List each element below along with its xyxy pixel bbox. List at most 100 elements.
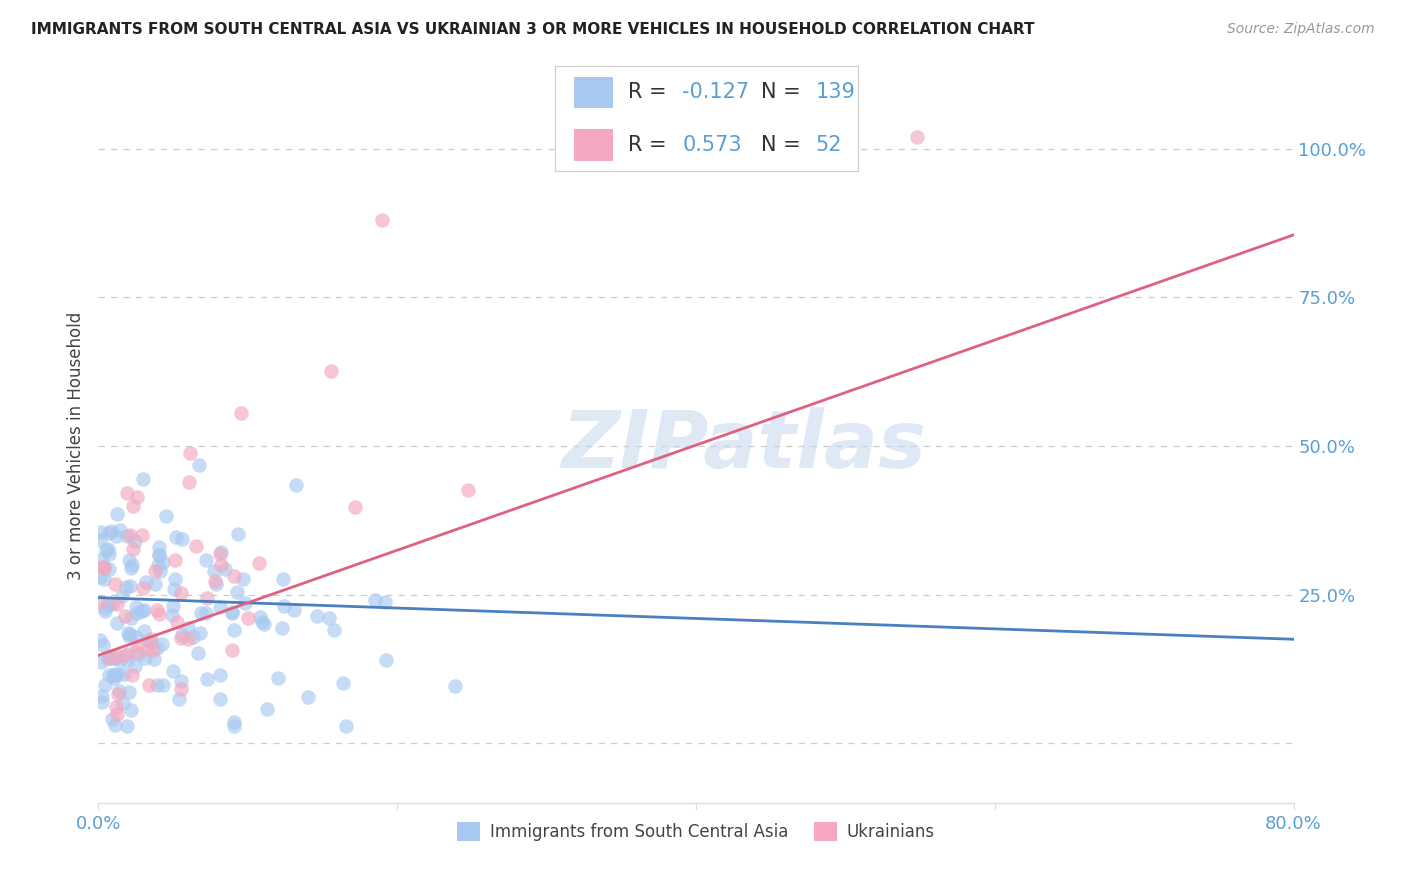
Point: [124, 533, 146, 548]
Point: [335, 719, 357, 733]
Point: [93, 561, 115, 575]
Point: [222, 569, 245, 583]
Point: [905, 129, 928, 144]
Point: [190, 606, 212, 620]
Point: [114, 580, 136, 594]
Point: [179, 475, 201, 489]
Point: [93, 604, 115, 618]
Point: [117, 485, 139, 500]
Point: [250, 615, 273, 629]
Point: [108, 653, 131, 667]
Point: [111, 589, 134, 603]
Point: [364, 593, 387, 607]
Point: [188, 625, 211, 640]
Point: [170, 682, 193, 697]
Point: [104, 651, 127, 665]
Point: [181, 631, 204, 645]
Point: [125, 638, 148, 652]
Point: [90, 655, 112, 669]
Point: [146, 640, 169, 655]
Point: [297, 690, 319, 704]
Legend: Immigrants from South Central Asia, Ukrainians: Immigrants from South Central Asia, Ukra…: [450, 815, 942, 848]
Point: [148, 548, 170, 562]
Point: [117, 648, 139, 662]
Point: [167, 691, 190, 706]
Point: [247, 556, 270, 570]
Point: [139, 635, 162, 649]
Point: [194, 607, 217, 621]
Point: [138, 633, 160, 648]
Point: [125, 600, 148, 615]
Point: [104, 667, 127, 681]
Point: [226, 584, 249, 599]
Point: [165, 553, 187, 567]
Point: [232, 572, 254, 586]
Point: [90, 552, 112, 566]
Point: [146, 678, 169, 692]
Point: [224, 624, 246, 638]
Point: [105, 699, 128, 714]
Point: [118, 629, 141, 643]
Point: [186, 539, 208, 553]
Point: [128, 647, 150, 661]
Text: 52: 52: [815, 135, 842, 155]
Point: [273, 572, 295, 586]
Point: [91, 689, 114, 703]
Point: [134, 650, 156, 665]
Point: [131, 604, 153, 618]
Point: [443, 679, 465, 693]
Point: [152, 678, 174, 692]
Point: [209, 558, 232, 573]
Point: [117, 625, 139, 640]
Point: [94, 543, 117, 558]
Point: [135, 642, 157, 657]
Point: [120, 611, 142, 625]
Point: [97, 525, 120, 540]
Point: [120, 560, 142, 574]
Point: [221, 605, 243, 619]
Point: [162, 664, 184, 678]
FancyBboxPatch shape: [574, 129, 613, 161]
Point: [195, 672, 218, 686]
Point: [249, 609, 271, 624]
Point: [143, 577, 166, 591]
Point: [155, 508, 177, 523]
Point: [170, 673, 193, 688]
Point: [90, 524, 112, 539]
Point: [141, 632, 163, 647]
Point: [283, 603, 305, 617]
Point: [131, 581, 153, 595]
Text: 0.573: 0.573: [682, 135, 742, 155]
Y-axis label: 3 or more Vehicles in Household: 3 or more Vehicles in Household: [66, 312, 84, 580]
Point: [162, 599, 184, 613]
Point: [204, 574, 226, 589]
Point: [134, 624, 156, 639]
Point: [188, 458, 211, 472]
Point: [108, 684, 131, 698]
Point: [94, 678, 117, 692]
Point: [121, 668, 143, 682]
Point: [108, 523, 131, 537]
Point: [209, 548, 232, 562]
Point: [104, 650, 127, 665]
Point: [89, 633, 111, 648]
Point: [148, 548, 170, 562]
Point: [101, 712, 124, 726]
Point: [101, 597, 124, 611]
Point: [332, 676, 354, 690]
Point: [100, 651, 122, 665]
Point: [101, 669, 124, 683]
Point: [169, 586, 191, 600]
Point: [253, 617, 276, 632]
Point: [103, 671, 125, 685]
Point: [125, 645, 148, 659]
Point: [90, 595, 112, 609]
Point: [115, 529, 138, 543]
Point: [138, 678, 160, 692]
Text: -0.127: -0.127: [682, 82, 749, 103]
Point: [115, 719, 138, 733]
Point: [165, 530, 187, 544]
Text: IMMIGRANTS FROM SOUTH CENTRAL ASIA VS UKRAINIAN 3 OR MORE VEHICLES IN HOUSEHOLD : IMMIGRANTS FROM SOUTH CENTRAL ASIA VS UK…: [31, 22, 1035, 37]
Point: [93, 572, 115, 586]
Text: 139: 139: [815, 82, 855, 103]
